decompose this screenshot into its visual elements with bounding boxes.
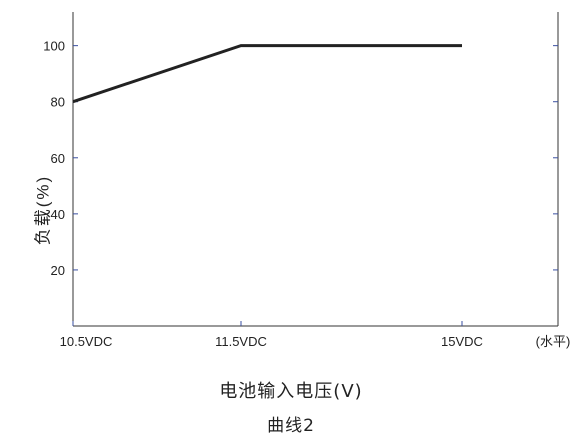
- x-tick-label: 11.5VDC: [215, 334, 267, 349]
- x-tick-label: 15VDC: [441, 334, 483, 349]
- y-tick-label: 80: [51, 95, 65, 110]
- y-axis-title: 负载(%): [29, 175, 54, 245]
- y-tick-label: 20: [51, 263, 65, 278]
- axes: [73, 12, 558, 326]
- y-tick-label: 60: [51, 151, 65, 166]
- figure-caption: 曲线2: [0, 411, 582, 436]
- x-tick-label: 10.5VDC: [60, 334, 113, 349]
- x-axis-title: 电池输入电压(V): [0, 377, 582, 403]
- y-tick-label: 100: [43, 39, 65, 54]
- series-line: [73, 46, 462, 102]
- x-unit-label: (水平): [536, 334, 571, 349]
- series: [73, 46, 462, 102]
